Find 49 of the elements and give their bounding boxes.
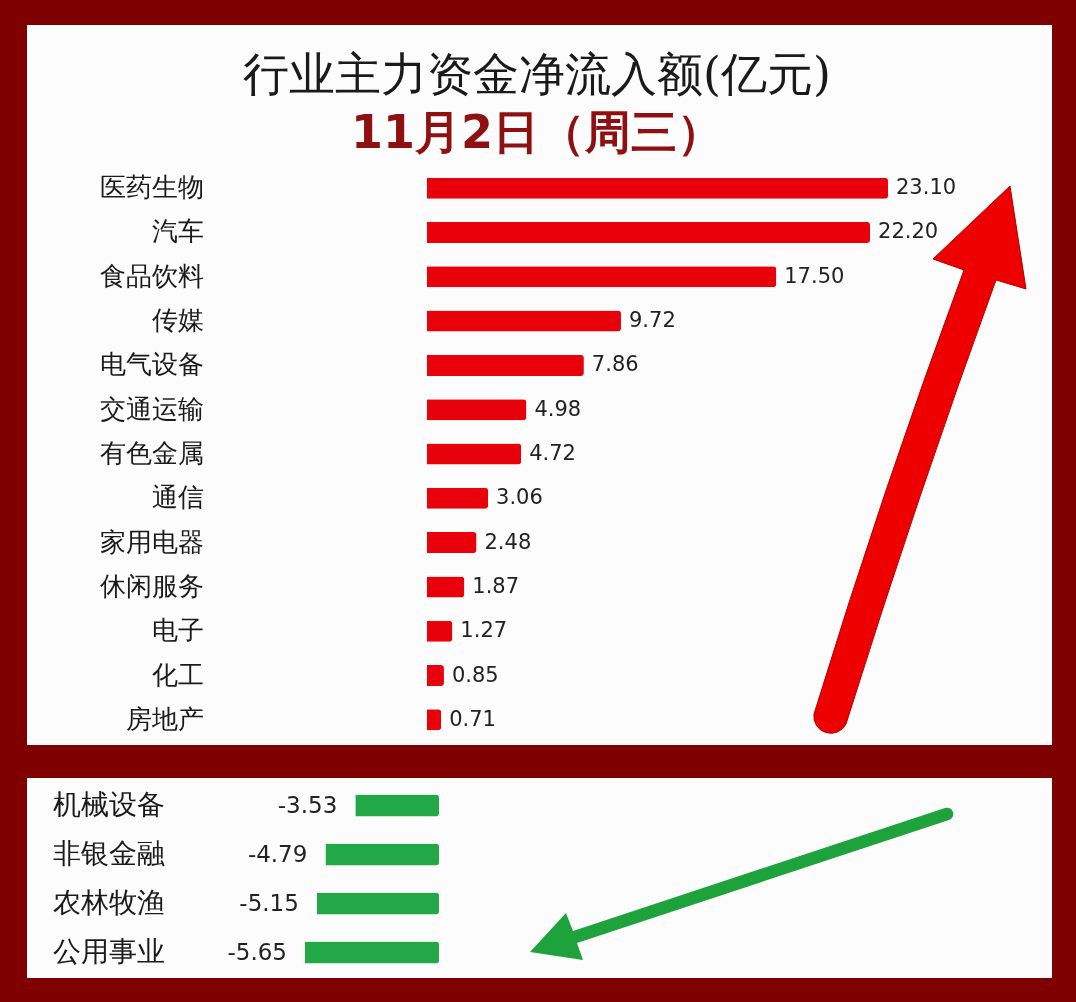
y-tick-label: 非银金融 <box>52 836 165 870</box>
y-tick-label: 电气设备 <box>99 349 204 380</box>
chart-subtitle: 11月2日（周三） <box>350 105 724 159</box>
data-label: 3.06 <box>496 485 543 510</box>
data-label: -5.15 <box>239 889 299 916</box>
y-tick-label: 有色金属 <box>99 438 204 468</box>
data-label: 17.50 <box>784 263 845 288</box>
data-label: 0.85 <box>451 662 499 687</box>
bar <box>427 665 444 687</box>
y-tick-label: 家用电器 <box>99 526 204 557</box>
y-tick-label: 汽车 <box>151 216 204 247</box>
bar <box>427 354 584 376</box>
bar <box>427 221 871 243</box>
data-label: -5.65 <box>227 938 287 965</box>
bar <box>427 310 621 332</box>
data-label: -4.79 <box>247 840 308 867</box>
data-label: 4.98 <box>534 396 582 421</box>
data-label: 2.48 <box>484 529 532 554</box>
data-label: 1.87 <box>472 573 520 598</box>
y-tick-label: 机械设备 <box>52 787 165 821</box>
y-tick-label: 公用事业 <box>52 934 165 968</box>
bar <box>427 576 465 598</box>
bar <box>427 532 477 554</box>
chart-title: 行业主力资金净流入额(亿元) <box>243 47 831 101</box>
y-tick-label: 电子 <box>151 615 204 646</box>
data-label: 9.72 <box>628 308 676 333</box>
bar <box>427 443 522 465</box>
bar <box>427 709 442 731</box>
bar <box>427 620 453 642</box>
bar <box>427 266 777 288</box>
y-tick-label: 化工 <box>151 659 204 690</box>
y-tick-label: 通信 <box>151 482 204 513</box>
y-tick-label: 房地产 <box>125 703 204 734</box>
y-tick-label: 食品饮料 <box>99 260 204 291</box>
data-label: 4.72 <box>529 441 576 465</box>
data-label: 1.27 <box>460 618 508 643</box>
bar <box>427 487 489 509</box>
data-label: 0.71 <box>449 706 496 731</box>
data-label: -3.53 <box>277 791 338 818</box>
y-tick-label: 医药生物 <box>99 172 204 203</box>
y-tick-label: 休闲服务 <box>99 570 204 601</box>
bar <box>427 177 888 199</box>
data-label: 23.10 <box>896 175 957 200</box>
y-tick-label: 交通运输 <box>99 393 204 424</box>
y-tick-label: 农林牧渔 <box>52 885 165 919</box>
y-tick-label: 传媒 <box>151 305 204 336</box>
bar <box>427 399 527 421</box>
data-label: 7.86 <box>591 352 639 377</box>
data-label: 22.20 <box>878 219 939 244</box>
